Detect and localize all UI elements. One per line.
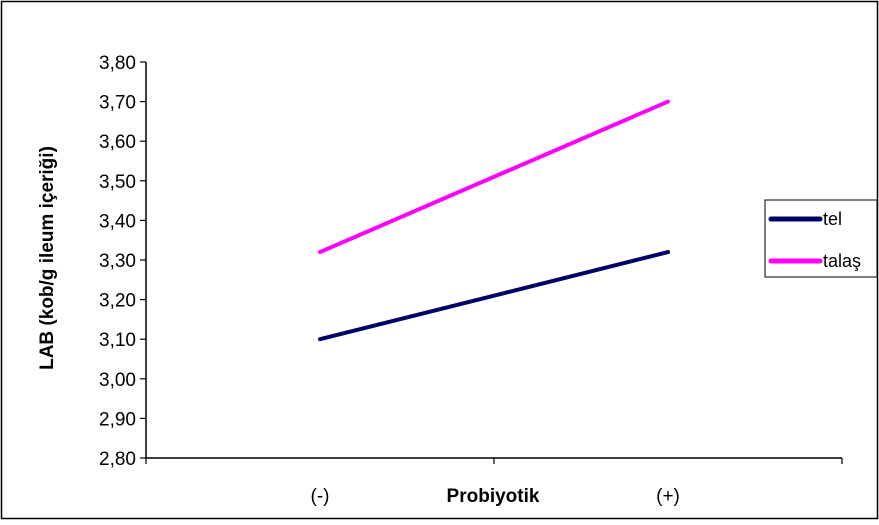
y-tick-label: 2,80 (99, 449, 136, 470)
series-lines (318, 99, 670, 342)
x-axis-title: Probiyotik (447, 486, 540, 507)
x-axis: (-) (+) (145, 457, 843, 507)
y-tick-label: 3,60 (99, 132, 136, 153)
legend: tel talaş (764, 199, 878, 278)
x-tick-label: (+) (656, 486, 680, 507)
y-axis: 2,80 2,90 3,00 3,10 3,20 3,30 3,40 3,50 3,60 3,70… (99, 53, 147, 470)
y-tick-label: 3,70 (99, 93, 136, 114)
legend-label: talaş (823, 251, 861, 271)
y-tick-label: 3,10 (99, 330, 136, 351)
series-line-1 (318, 99, 670, 255)
legend-label: tel (823, 209, 842, 229)
y-axis-title: LAB (kob/g ileum içeriği) (37, 146, 58, 370)
series-line-0 (318, 250, 670, 342)
y-tick-label: 3,20 (99, 291, 136, 312)
y-tick-label: 3,80 (99, 53, 136, 74)
y-tick-label: 3,50 (99, 172, 136, 193)
x-tick-label: (-) (311, 486, 330, 507)
y-tick-label: 2,90 (99, 409, 136, 430)
y-tick-label: 3,00 (99, 370, 136, 391)
legend-box (764, 199, 878, 278)
y-tick-label: 3,30 (99, 251, 136, 272)
y-tick-label: 3,40 (99, 211, 136, 232)
